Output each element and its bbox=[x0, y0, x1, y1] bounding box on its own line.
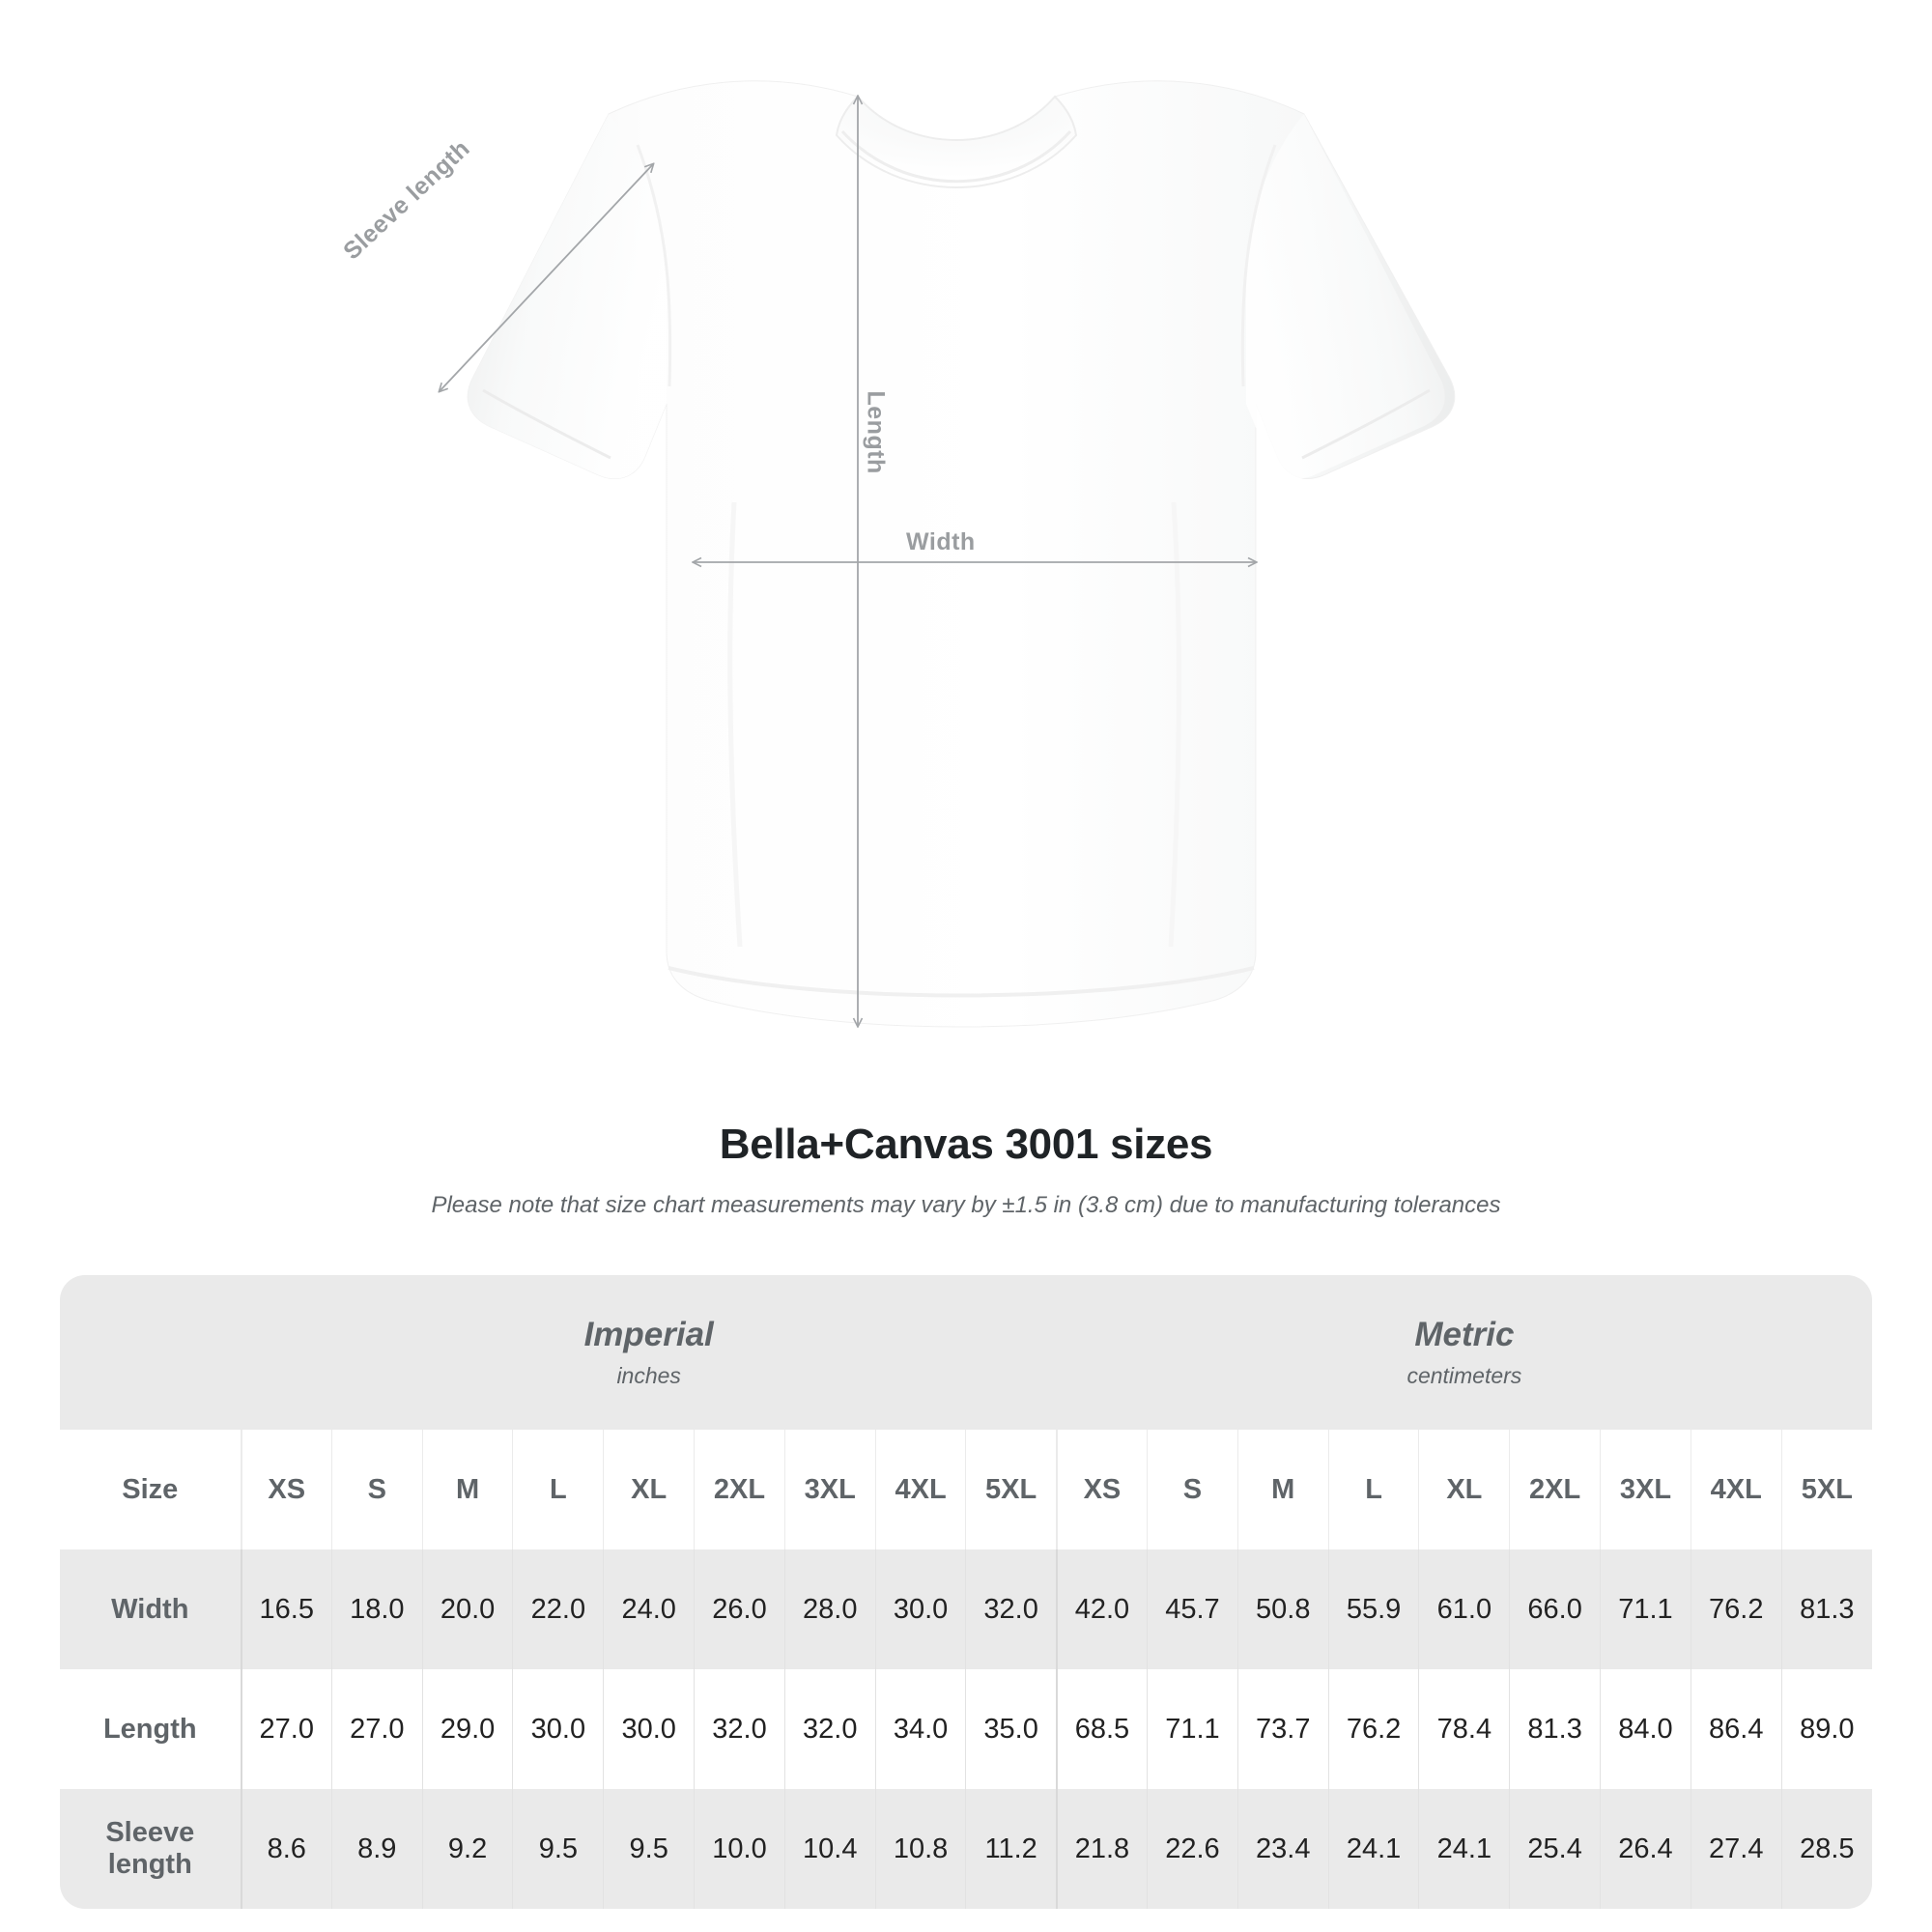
size-header-cell: 4XL bbox=[1690, 1430, 1782, 1549]
measurement-cell: 71.1 bbox=[1600, 1549, 1691, 1669]
measurement-cell: 30.0 bbox=[603, 1669, 695, 1789]
measurement-cell: 34.0 bbox=[874, 1669, 966, 1789]
measurement-cell: 81.3 bbox=[1780, 1549, 1872, 1669]
measurement-cell: 16.5 bbox=[240, 1549, 332, 1669]
tolerance-note: Please note that size chart measurements… bbox=[431, 1192, 1501, 1218]
unit-header-imperial: Imperial inches bbox=[241, 1275, 1057, 1430]
size-header-cell: S bbox=[330, 1430, 423, 1549]
size-chart-table-wrapper: Imperial inches Metric centimeters Size XS S M L… bbox=[60, 1275, 1872, 1909]
row-label: Length bbox=[60, 1669, 242, 1789]
measurement-cell: 10.4 bbox=[783, 1789, 876, 1909]
size-header-cell: 5XL bbox=[965, 1430, 1057, 1549]
measurement-cell: 9.2 bbox=[421, 1789, 513, 1909]
measurement-cell: 26.4 bbox=[1600, 1789, 1691, 1909]
size-header-cell: L bbox=[1327, 1430, 1419, 1549]
measurement-cell: 50.8 bbox=[1236, 1549, 1329, 1669]
measurement-cell: 10.0 bbox=[694, 1789, 785, 1909]
size-header-cell: 3XL bbox=[1600, 1430, 1691, 1549]
measurement-cell: 24.1 bbox=[1418, 1789, 1510, 1909]
table-row: Width 16.5 18.0 20.0 22.0 24.0 26.0 28.0 30.0 32.… bbox=[60, 1549, 1872, 1669]
measurement-cell: 73.7 bbox=[1236, 1669, 1329, 1789]
measurement-cell: 9.5 bbox=[512, 1789, 604, 1909]
table-row: Length 27.0 27.0 29.0 30.0 30.0 32.0 32.0 34.0 35… bbox=[60, 1669, 1872, 1789]
size-header-row: Size XS S M L XL 2XL 3XL 4XL 5XL XS S M L XL 2XL 3XL 4XL 5… bbox=[60, 1430, 1872, 1549]
size-header-cell: XL bbox=[603, 1430, 695, 1549]
tshirt-diagram-section: Sleeve length Length Width bbox=[338, 80, 1456, 1121]
measurement-cell: 11.2 bbox=[965, 1789, 1057, 1909]
measurement-cell: 76.2 bbox=[1690, 1549, 1782, 1669]
size-row-label: Size bbox=[60, 1430, 242, 1549]
measurement-cell: 78.4 bbox=[1418, 1669, 1510, 1789]
measurement-cell: 26.0 bbox=[694, 1549, 785, 1669]
measurement-cell: 66.0 bbox=[1509, 1549, 1601, 1669]
measurement-cell: 8.6 bbox=[240, 1789, 332, 1909]
unit-row-spacer bbox=[60, 1275, 242, 1430]
measurement-cell: 22.0 bbox=[512, 1549, 604, 1669]
size-header-cell: 4XL bbox=[874, 1430, 966, 1549]
size-header-cell: M bbox=[1236, 1430, 1329, 1549]
measurement-cell: 86.4 bbox=[1690, 1669, 1782, 1789]
measurement-cell: 55.9 bbox=[1327, 1549, 1419, 1669]
page-title: Bella+Canvas 3001 sizes bbox=[719, 1121, 1213, 1168]
size-header-cell: S bbox=[1147, 1430, 1238, 1549]
measurement-cell: 30.0 bbox=[512, 1669, 604, 1789]
measurement-cell: 35.0 bbox=[965, 1669, 1057, 1789]
unit-subtitle: centimeters bbox=[1406, 1362, 1522, 1388]
unit-subtitle: inches bbox=[616, 1362, 681, 1388]
size-header-cell: L bbox=[512, 1430, 604, 1549]
measurement-cell: 8.9 bbox=[330, 1789, 423, 1909]
measurement-cell: 22.6 bbox=[1147, 1789, 1238, 1909]
unit-header-row: Imperial inches Metric centimeters bbox=[60, 1275, 1872, 1430]
measurement-cell: 23.4 bbox=[1236, 1789, 1329, 1909]
measurement-cell: 32.0 bbox=[783, 1669, 876, 1789]
width-label: Width bbox=[906, 528, 976, 555]
measurement-cell: 27.4 bbox=[1690, 1789, 1782, 1909]
measurement-cell: 76.2 bbox=[1327, 1669, 1419, 1789]
measurement-cell: 32.0 bbox=[694, 1669, 785, 1789]
table-row: Sleeve length 8.6 8.9 9.2 9.5 9.5 10.0 10.4 10.8… bbox=[60, 1789, 1872, 1909]
measurement-cell: 84.0 bbox=[1600, 1669, 1691, 1789]
measurement-cell: 29.0 bbox=[421, 1669, 513, 1789]
unit-header-metric: Metric centimeters bbox=[1056, 1275, 1872, 1430]
measurement-cell: 68.5 bbox=[1055, 1669, 1148, 1789]
measurement-cell: 32.0 bbox=[965, 1549, 1057, 1669]
measurement-cell: 25.4 bbox=[1509, 1789, 1601, 1909]
row-label: Sleeve length bbox=[60, 1789, 242, 1909]
unit-name: Metric bbox=[1414, 1316, 1515, 1354]
measurement-cell: 28.5 bbox=[1780, 1789, 1872, 1909]
size-header-cell: XS bbox=[1055, 1430, 1148, 1549]
measurement-cell: 89.0 bbox=[1780, 1669, 1872, 1789]
measurement-cell: 42.0 bbox=[1055, 1549, 1148, 1669]
measurement-cell: 28.0 bbox=[783, 1549, 876, 1669]
size-header-cell: 2XL bbox=[1509, 1430, 1601, 1549]
measurement-cell: 24.1 bbox=[1327, 1789, 1419, 1909]
measurement-cell: 20.0 bbox=[421, 1549, 513, 1669]
measurement-cell: 10.8 bbox=[874, 1789, 966, 1909]
measurement-cell: 30.0 bbox=[874, 1549, 966, 1669]
measurement-cell: 71.1 bbox=[1147, 1669, 1238, 1789]
measurement-cell: 21.8 bbox=[1055, 1789, 1148, 1909]
measurement-cell: 18.0 bbox=[330, 1549, 423, 1669]
unit-name: Imperial bbox=[583, 1316, 714, 1354]
title-block: Bella+Canvas 3001 sizes Please note that… bbox=[0, 1121, 1932, 1219]
size-header-cell: 2XL bbox=[694, 1430, 785, 1549]
size-header-cell: XL bbox=[1418, 1430, 1510, 1549]
row-label: Width bbox=[60, 1549, 242, 1669]
measurement-cell: 27.0 bbox=[240, 1669, 332, 1789]
size-header-cell: XS bbox=[240, 1430, 332, 1549]
measurement-cell: 81.3 bbox=[1509, 1669, 1601, 1789]
size-header-cell: M bbox=[421, 1430, 513, 1549]
size-chart-table: Imperial inches Metric centimeters Size XS S M L… bbox=[60, 1275, 1872, 1909]
size-header-cell: 5XL bbox=[1780, 1430, 1872, 1549]
size-header-cell: 3XL bbox=[783, 1430, 876, 1549]
measurement-cell: 45.7 bbox=[1147, 1549, 1238, 1669]
measurement-cell: 27.0 bbox=[330, 1669, 423, 1789]
measurement-cell: 61.0 bbox=[1418, 1549, 1510, 1669]
length-label: Length bbox=[862, 390, 890, 474]
measurement-cell: 9.5 bbox=[603, 1789, 695, 1909]
measurement-cell: 24.0 bbox=[603, 1549, 695, 1669]
tshirt-illustration bbox=[467, 80, 1456, 1028]
